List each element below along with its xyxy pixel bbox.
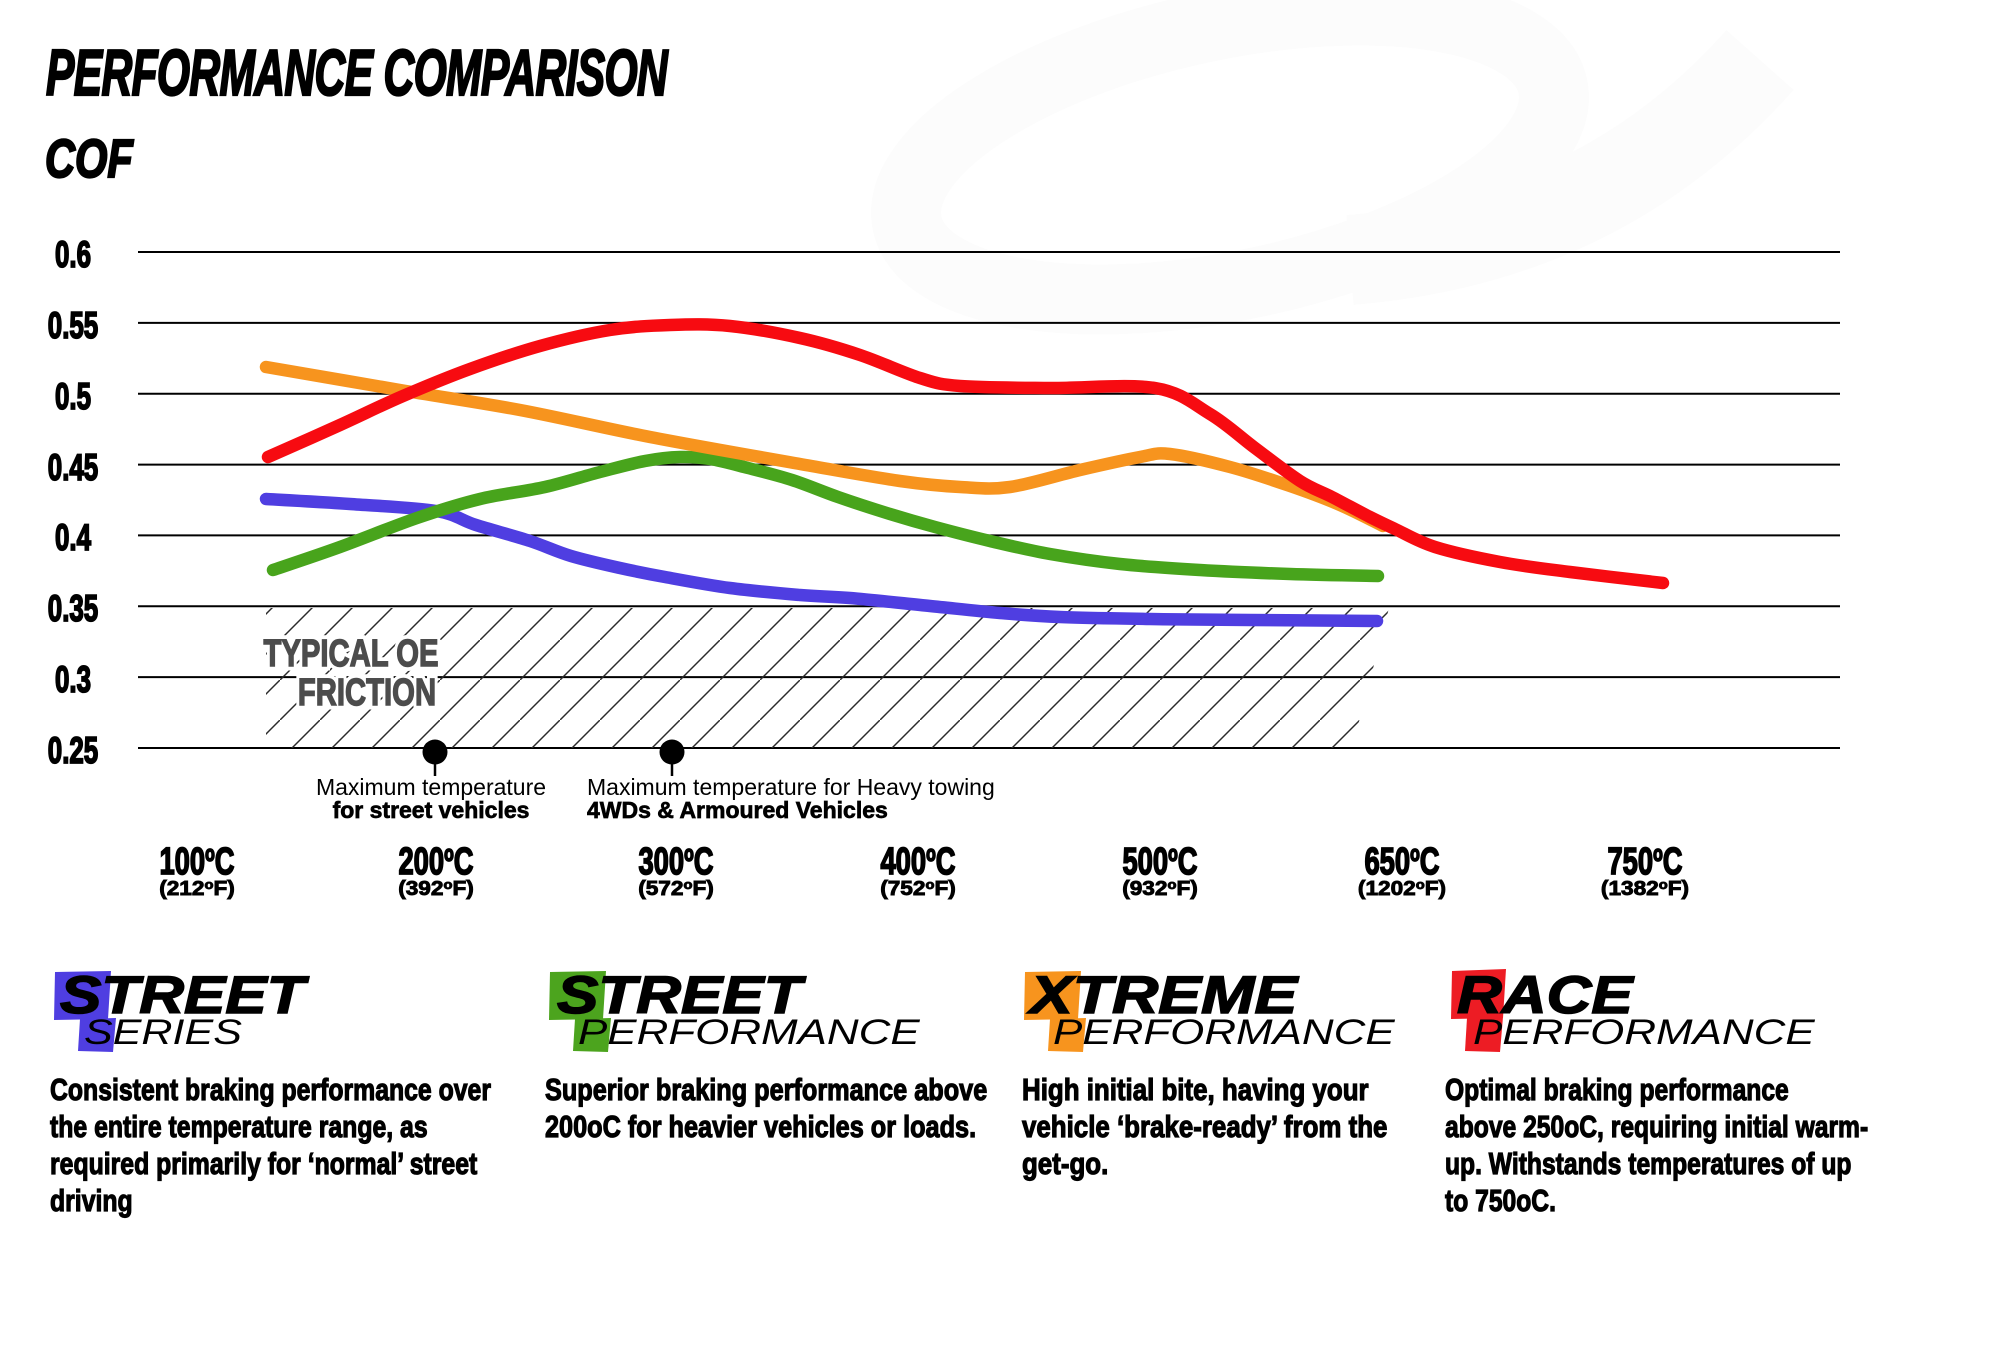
svg-text:TYPICAL OE: TYPICAL OE [263,632,438,675]
svg-text:FRICTION: FRICTION [298,671,436,714]
svg-text:FRICTION: FRICTION [298,671,436,714]
svg-text:TYPICAL OE: TYPICAL OE [263,632,438,675]
